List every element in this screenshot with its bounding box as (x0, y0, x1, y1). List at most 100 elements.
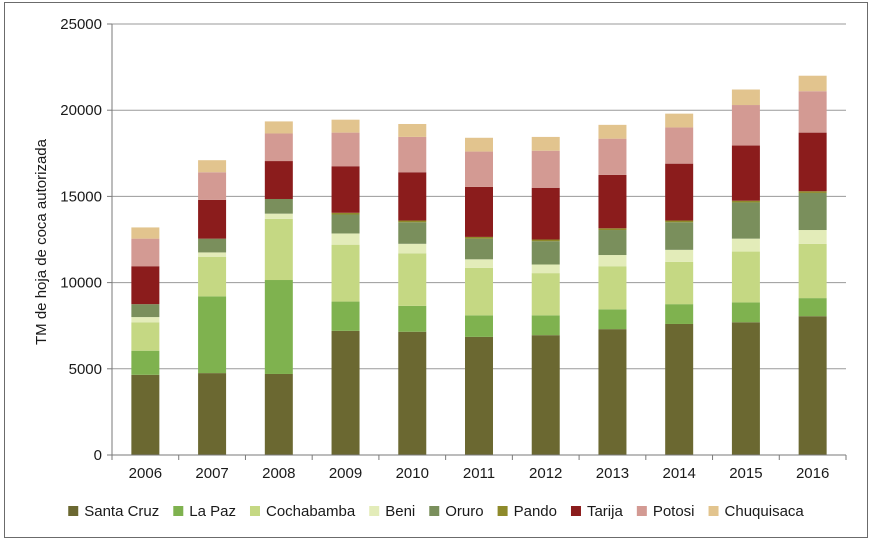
legend-label-potosi: Potosi (653, 503, 695, 520)
bar-segment-tarija (398, 172, 427, 221)
legend-swatch-potosi (636, 506, 647, 516)
y-tick-label: 5000 (69, 361, 102, 378)
bar-segment-potosi (331, 132, 360, 167)
bar-segment-beni (665, 249, 694, 262)
bar-segment-pando (331, 212, 360, 215)
bar-segment-potosi (198, 172, 227, 200)
bar-segment-santa-cruz (398, 331, 427, 455)
legend-label-santa-cruz: Santa Cruz (84, 503, 159, 520)
bar-segment-tarija (131, 266, 160, 305)
y-tick-label: 15000 (60, 188, 102, 205)
bar-segment-beni (598, 255, 627, 267)
bar-segment-beni (264, 213, 293, 219)
x-tick-label: 2006 (129, 465, 162, 482)
bar-segment-oruro (131, 304, 160, 318)
bar-segment-tarija (598, 174, 627, 229)
bar-segment-potosi (598, 138, 627, 175)
y-tick-label: 25000 (60, 16, 102, 33)
legend-label-la-paz: La Paz (189, 503, 236, 520)
bar-segment-potosi (131, 238, 160, 267)
legend-label-pando: Pando (514, 503, 557, 520)
bar-segment-santa-cruz (264, 373, 293, 455)
bar-segment-pando (398, 220, 427, 223)
bar-segment-santa-cruz (331, 330, 360, 455)
x-tick-label: 2008 (262, 465, 295, 482)
bar-segment-potosi (798, 91, 827, 133)
bar-segment-santa-cruz (665, 323, 694, 455)
x-tick-label: 2011 (463, 465, 495, 482)
bar-segment-chuquisaca (264, 121, 293, 134)
x-tick-label: 2009 (329, 465, 362, 482)
bar-segment-beni (131, 317, 160, 323)
bar-segment-pando (598, 228, 627, 231)
bar-segment-tarija (531, 187, 560, 240)
bar-segment-chuquisaca (665, 113, 694, 128)
legend-label-beni: Beni (385, 503, 415, 520)
y-tick-labels: 0 5000 10000 15000 20000 25000 (60, 16, 102, 464)
y-axis-label: TM de hoja de coca autorizada (33, 138, 50, 345)
bar-segment-beni (331, 233, 360, 245)
bar-segment-oruro (398, 222, 427, 244)
bar-segment-oruro (731, 202, 760, 239)
bar-segment-la-paz (264, 280, 293, 374)
bar-segment-la-paz (665, 304, 694, 324)
legend-swatch-tarija (570, 506, 581, 516)
bar-segment-la-paz (131, 350, 160, 375)
bar-segment-cochabamba (331, 244, 360, 302)
bar-segment-chuquisaca (331, 119, 360, 133)
bar-segment-la-paz (531, 315, 560, 336)
bar-segment-cochabamba (264, 218, 293, 281)
bar-segment-cochabamba (798, 243, 827, 299)
bar-segment-chuquisaca (731, 89, 760, 106)
legend-label-cochabamba: Cochabamba (266, 503, 356, 520)
bar-segment-la-paz (331, 301, 360, 331)
bar-segment-chuquisaca (598, 124, 627, 139)
bar-segment-pando (531, 239, 560, 242)
bar-segment-cochabamba (131, 322, 160, 351)
bar-segment-la-paz (465, 315, 493, 337)
axes (111, 24, 847, 460)
x-tick-label: 2012 (529, 465, 562, 482)
legend: Santa Cruz La Paz Cochabamba Beni Oruro Pando… (68, 503, 804, 520)
bar-segment-santa-cruz (531, 335, 560, 455)
bar-segment-potosi (264, 133, 293, 162)
bar-segment-cochabamba (465, 267, 493, 316)
bar-segment-oruro (531, 241, 560, 265)
bar-segment-potosi (531, 150, 560, 188)
bar-segment-tarija (331, 166, 360, 213)
bar-segment-oruro (331, 214, 360, 234)
bar-segment-beni (531, 264, 560, 274)
bar-segment-cochabamba (731, 251, 760, 303)
y-tick-label: 10000 (60, 275, 102, 292)
bar-segment-oruro (598, 230, 627, 256)
bar-segment-chuquisaca (531, 136, 560, 151)
bar-segment-chuquisaca (131, 227, 160, 239)
bar-stacks (131, 75, 827, 455)
bar-segment-santa-cruz (598, 329, 627, 455)
bar-segment-la-paz (798, 298, 827, 317)
bar-segment-tarija (198, 199, 227, 239)
bar-segment-tarija (731, 145, 760, 201)
bar-segment-pando (465, 236, 493, 239)
bar-segment-tarija (665, 163, 694, 221)
bar-segment-potosi (665, 127, 694, 164)
x-tick-labels: 2006 2007 2008 2009 2010 2011 2012 2013 2014 2015… (129, 465, 830, 482)
y-tick-label: 0 (94, 447, 102, 464)
x-tick-label: 2013 (596, 465, 629, 482)
bar-segment-pando (665, 220, 694, 223)
legend-label-chuquisaca: Chuquisaca (725, 503, 805, 520)
bar-segment-oruro (465, 238, 493, 260)
bar-segment-cochabamba (531, 273, 560, 316)
bar-segment-santa-cruz (131, 374, 160, 455)
bar-segment-tarija (798, 132, 827, 192)
bar-segment-la-paz (731, 302, 760, 323)
bar-segment-beni (465, 259, 493, 268)
bar-segment-la-paz (598, 309, 627, 330)
x-tick-label: 2016 (796, 465, 829, 482)
bar-segment-pando (731, 200, 760, 203)
bar-segment-potosi (398, 136, 427, 173)
bar-segment-chuquisaca (798, 75, 827, 92)
legend-swatch-cochabamba (249, 506, 260, 516)
x-tick-label: 2010 (396, 465, 429, 482)
